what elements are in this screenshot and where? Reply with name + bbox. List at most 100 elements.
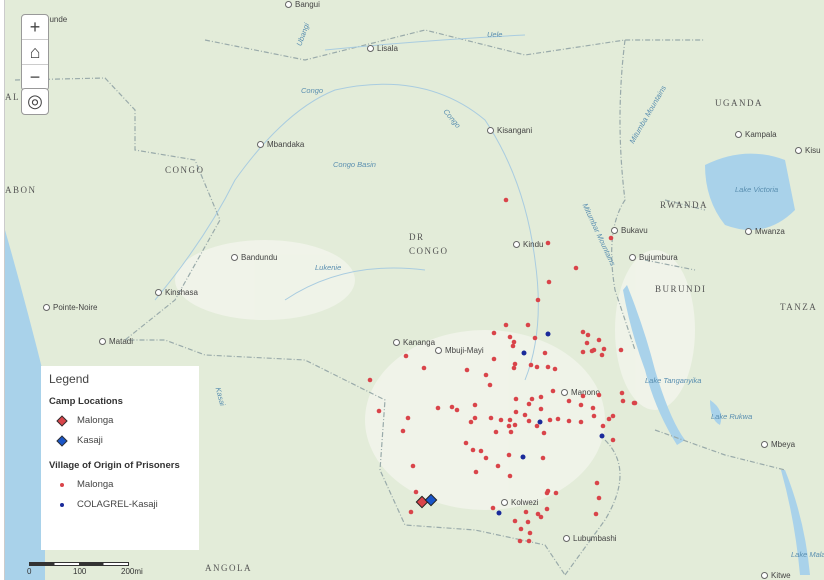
village-malonga-point[interactable] xyxy=(525,519,531,525)
village-malonga-point[interactable] xyxy=(527,530,533,536)
village-colagrel-point[interactable] xyxy=(599,433,605,439)
village-malonga-point[interactable] xyxy=(508,429,514,435)
village-malonga-point[interactable] xyxy=(580,329,586,335)
village-malonga-point[interactable] xyxy=(413,489,419,495)
camp-malonga-marker[interactable] xyxy=(415,495,429,509)
village-malonga-point[interactable] xyxy=(512,422,518,428)
zoom-in-button[interactable]: + xyxy=(22,15,48,40)
village-malonga-point[interactable] xyxy=(585,332,591,338)
village-malonga-point[interactable] xyxy=(601,346,607,352)
village-malonga-point[interactable] xyxy=(620,398,626,404)
village-malonga-point[interactable] xyxy=(542,350,548,356)
village-malonga-point[interactable] xyxy=(478,448,484,454)
village-malonga-point[interactable] xyxy=(498,417,504,423)
village-malonga-point[interactable] xyxy=(507,473,513,479)
village-malonga-point[interactable] xyxy=(493,429,499,435)
village-malonga-point[interactable] xyxy=(546,279,552,285)
village-colagrel-point[interactable] xyxy=(520,454,526,460)
village-malonga-point[interactable] xyxy=(593,511,599,517)
village-malonga-point[interactable] xyxy=(550,388,556,394)
zoom-out-button[interactable]: − xyxy=(29,67,41,87)
village-colagrel-point[interactable] xyxy=(545,331,551,337)
village-malonga-point[interactable] xyxy=(506,423,512,429)
village-malonga-point[interactable] xyxy=(544,490,550,496)
village-malonga-point[interactable] xyxy=(535,297,541,303)
village-malonga-point[interactable] xyxy=(526,538,532,544)
village-malonga-point[interactable] xyxy=(552,366,558,372)
village-malonga-point[interactable] xyxy=(472,415,478,421)
village-malonga-point[interactable] xyxy=(468,419,474,425)
village-malonga-point[interactable] xyxy=(528,362,534,368)
village-malonga-point[interactable] xyxy=(511,365,517,371)
village-malonga-point[interactable] xyxy=(470,447,476,453)
village-malonga-point[interactable] xyxy=(526,418,532,424)
locate-button[interactable]: ◎ xyxy=(22,89,48,114)
village-malonga-point[interactable] xyxy=(573,265,579,271)
village-malonga-point[interactable] xyxy=(596,495,602,501)
village-malonga-point[interactable] xyxy=(472,402,478,408)
village-malonga-point[interactable] xyxy=(506,452,512,458)
village-malonga-point[interactable] xyxy=(483,372,489,378)
village-malonga-point[interactable] xyxy=(488,415,494,421)
village-malonga-point[interactable] xyxy=(410,463,416,469)
village-malonga-point[interactable] xyxy=(545,240,551,246)
village-malonga-point[interactable] xyxy=(507,417,513,423)
village-malonga-point[interactable] xyxy=(503,322,509,328)
village-malonga-point[interactable] xyxy=(517,538,523,544)
village-malonga-point[interactable] xyxy=(473,469,479,475)
village-malonga-point[interactable] xyxy=(534,423,540,429)
village-malonga-point[interactable] xyxy=(400,428,406,434)
camp-kasaji-marker[interactable] xyxy=(424,493,438,507)
village-malonga-point[interactable] xyxy=(495,463,501,469)
village-malonga-point[interactable] xyxy=(631,400,637,406)
village-malonga-point[interactable] xyxy=(405,415,411,421)
village-malonga-point[interactable] xyxy=(591,413,597,419)
village-malonga-point[interactable] xyxy=(449,404,455,410)
village-malonga-point[interactable] xyxy=(538,514,544,520)
village-malonga-point[interactable] xyxy=(618,347,624,353)
village-malonga-point[interactable] xyxy=(522,412,528,418)
map-view[interactable]: CONGO DR CONGO UGANDA RWANDA BURUNDI TANZA ANGO… xyxy=(4,0,824,580)
village-malonga-point[interactable] xyxy=(589,348,595,354)
village-malonga-point[interactable] xyxy=(376,408,382,414)
village-malonga-point[interactable] xyxy=(464,367,470,373)
village-malonga-point[interactable] xyxy=(513,409,519,415)
village-colagrel-point[interactable] xyxy=(537,419,543,425)
village-malonga-point[interactable] xyxy=(594,480,600,486)
village-malonga-point[interactable] xyxy=(578,419,584,425)
village-malonga-point[interactable] xyxy=(512,361,518,367)
village-malonga-point[interactable] xyxy=(435,405,441,411)
village-malonga-point[interactable] xyxy=(541,430,547,436)
village-colagrel-point[interactable] xyxy=(496,510,502,516)
village-malonga-point[interactable] xyxy=(535,511,541,517)
village-malonga-point[interactable] xyxy=(566,398,572,404)
village-malonga-point[interactable] xyxy=(510,343,516,349)
village-malonga-point[interactable] xyxy=(487,382,493,388)
village-malonga-point[interactable] xyxy=(545,364,551,370)
village-malonga-point[interactable] xyxy=(463,440,469,446)
village-malonga-point[interactable] xyxy=(608,235,614,241)
village-malonga-point[interactable] xyxy=(523,509,529,515)
village-malonga-point[interactable] xyxy=(544,506,550,512)
village-malonga-point[interactable] xyxy=(507,334,513,340)
village-malonga-point[interactable] xyxy=(538,406,544,412)
village-malonga-point[interactable] xyxy=(511,339,517,345)
village-malonga-point[interactable] xyxy=(513,396,519,402)
village-malonga-point[interactable] xyxy=(580,393,586,399)
village-malonga-point[interactable] xyxy=(526,401,532,407)
village-malonga-point[interactable] xyxy=(610,437,616,443)
village-colagrel-point[interactable] xyxy=(521,350,527,356)
village-malonga-point[interactable] xyxy=(555,416,561,422)
village-malonga-point[interactable] xyxy=(454,407,460,413)
village-malonga-point[interactable] xyxy=(490,505,496,511)
village-malonga-point[interactable] xyxy=(408,509,414,515)
village-malonga-point[interactable] xyxy=(483,455,489,461)
village-malonga-point[interactable] xyxy=(619,390,625,396)
village-malonga-point[interactable] xyxy=(532,335,538,341)
village-malonga-point[interactable] xyxy=(600,423,606,429)
village-malonga-point[interactable] xyxy=(566,418,572,424)
village-malonga-point[interactable] xyxy=(367,377,373,383)
village-malonga-point[interactable] xyxy=(553,490,559,496)
village-malonga-point[interactable] xyxy=(534,364,540,370)
village-malonga-point[interactable] xyxy=(578,402,584,408)
